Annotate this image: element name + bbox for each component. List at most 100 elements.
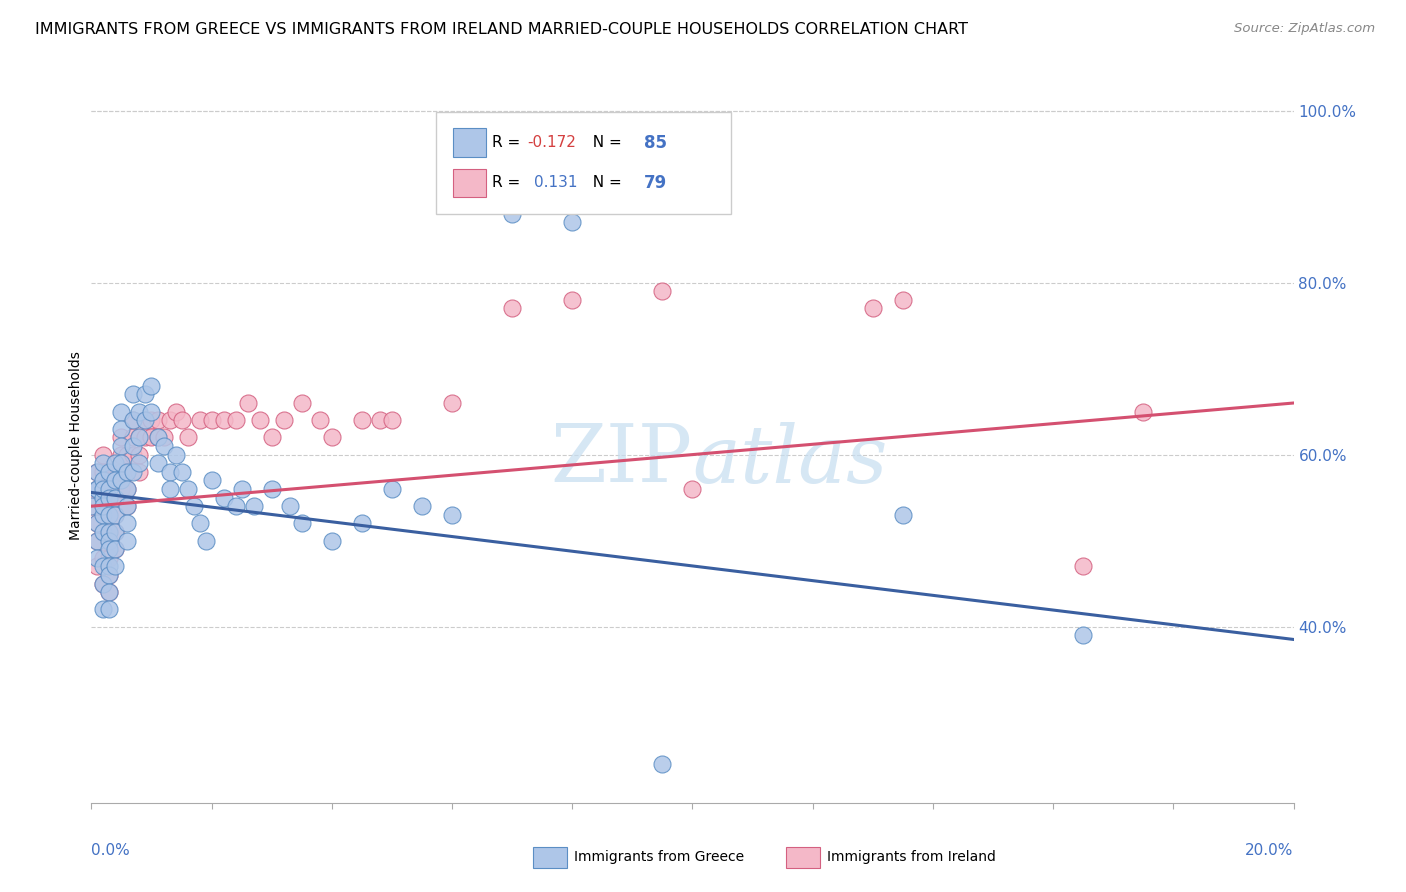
Point xyxy=(440,508,463,522)
Point xyxy=(93,559,115,574)
Text: N =: N = xyxy=(583,136,627,150)
Point xyxy=(98,568,121,582)
Point xyxy=(93,576,115,591)
Point xyxy=(98,508,121,522)
Point xyxy=(98,533,121,548)
Point xyxy=(128,465,150,479)
Point xyxy=(104,474,127,488)
Point xyxy=(212,491,235,505)
Point xyxy=(862,301,884,316)
Point xyxy=(122,413,145,427)
Point xyxy=(98,482,121,496)
Point xyxy=(110,430,132,444)
Point xyxy=(128,456,150,470)
Point xyxy=(98,533,121,548)
Text: 85: 85 xyxy=(644,134,666,152)
Text: N =: N = xyxy=(583,176,627,190)
Point xyxy=(128,430,150,444)
Point xyxy=(188,413,211,427)
Point xyxy=(86,491,108,505)
Point xyxy=(122,439,145,453)
Point xyxy=(381,413,404,427)
Point xyxy=(117,499,139,513)
Point xyxy=(104,542,127,557)
Point xyxy=(225,499,247,513)
Point xyxy=(110,404,132,418)
Point xyxy=(273,413,295,427)
Point xyxy=(110,439,132,453)
Point xyxy=(98,508,121,522)
Point xyxy=(122,465,145,479)
Point xyxy=(122,413,145,427)
Point xyxy=(104,524,127,539)
Point xyxy=(86,559,108,574)
Point xyxy=(134,413,156,427)
Point xyxy=(201,474,224,488)
Point xyxy=(93,499,115,513)
Point xyxy=(117,482,139,496)
Point xyxy=(350,516,373,531)
Point xyxy=(128,430,150,444)
Point xyxy=(350,413,373,427)
Point xyxy=(117,448,139,462)
Point xyxy=(146,430,169,444)
Point xyxy=(128,448,150,462)
Point xyxy=(98,568,121,582)
Point xyxy=(134,430,156,444)
Point xyxy=(134,387,156,401)
Point xyxy=(440,396,463,410)
Point xyxy=(146,456,169,470)
Point xyxy=(122,430,145,444)
Point xyxy=(176,430,198,444)
Text: IMMIGRANTS FROM GREECE VS IMMIGRANTS FROM IRELAND MARRIED-COUPLE HOUSEHOLDS CORR: IMMIGRANTS FROM GREECE VS IMMIGRANTS FRO… xyxy=(35,22,969,37)
Text: 0.0%: 0.0% xyxy=(91,843,131,858)
Point xyxy=(104,456,127,470)
Text: Source: ZipAtlas.com: Source: ZipAtlas.com xyxy=(1234,22,1375,36)
Point xyxy=(98,524,121,539)
Text: atlas: atlas xyxy=(692,422,887,499)
Point xyxy=(891,508,914,522)
Point xyxy=(249,413,271,427)
Point xyxy=(561,293,583,307)
Point xyxy=(86,465,108,479)
Point xyxy=(98,491,121,505)
Point xyxy=(110,456,132,470)
Text: -0.172: -0.172 xyxy=(527,136,576,150)
Text: 0.131: 0.131 xyxy=(534,176,578,190)
Text: ZIP: ZIP xyxy=(551,421,692,500)
Point xyxy=(651,285,673,299)
Point xyxy=(183,499,205,513)
Point xyxy=(93,465,115,479)
Point xyxy=(242,499,264,513)
Point xyxy=(117,516,139,531)
Point xyxy=(104,491,127,505)
Point xyxy=(159,413,181,427)
Point xyxy=(93,491,115,505)
Point xyxy=(110,482,132,496)
Point xyxy=(93,524,115,539)
Point xyxy=(146,413,169,427)
Point xyxy=(93,482,115,496)
Point xyxy=(104,524,127,539)
Point xyxy=(1132,404,1154,418)
Point xyxy=(141,430,163,444)
Point xyxy=(501,301,523,316)
Point xyxy=(80,499,103,513)
Point xyxy=(98,585,121,599)
Point xyxy=(368,413,391,427)
Point xyxy=(93,576,115,591)
Point xyxy=(188,516,211,531)
Point xyxy=(152,430,174,444)
Point xyxy=(93,550,115,565)
Point xyxy=(891,293,914,307)
Point xyxy=(110,448,132,462)
Point xyxy=(98,602,121,616)
Point xyxy=(170,413,193,427)
Point xyxy=(93,499,115,513)
Point xyxy=(80,499,103,513)
Point xyxy=(86,533,108,548)
Point xyxy=(651,757,673,772)
Point xyxy=(93,482,115,496)
Point xyxy=(225,413,247,427)
Point xyxy=(134,413,156,427)
